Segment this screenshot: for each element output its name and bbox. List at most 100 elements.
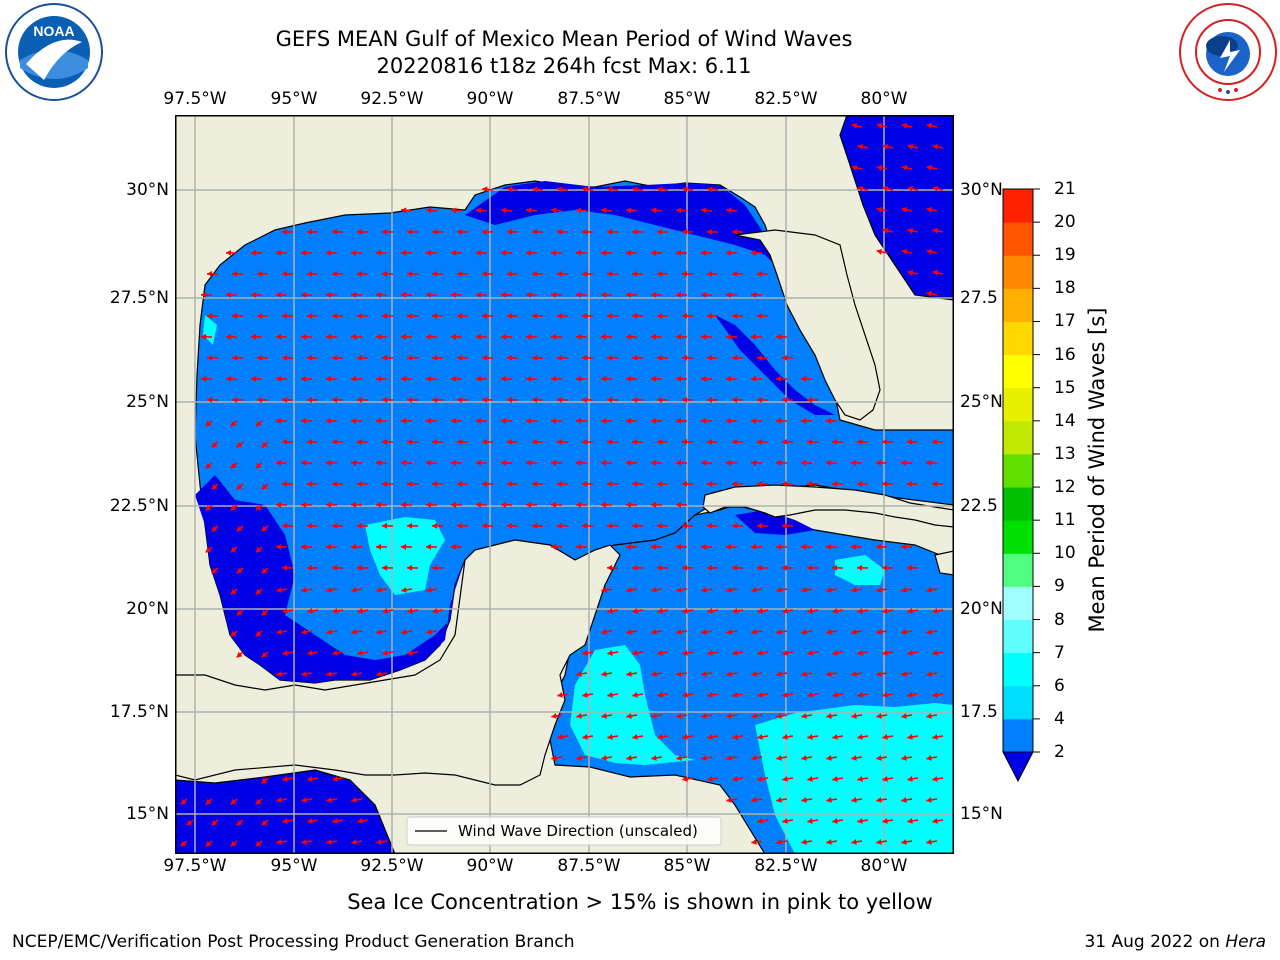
wind-arrow-head <box>776 586 782 593</box>
wind-arrow-head <box>932 649 938 656</box>
wind-arrow-head <box>901 838 907 845</box>
wind-arrow-head <box>476 417 482 424</box>
wind-arrow-head <box>632 564 638 571</box>
wind-arrow-head <box>657 228 663 235</box>
wind-arrow-head <box>576 712 582 719</box>
wind-arrow-head <box>307 396 313 403</box>
wind-arrow-head <box>751 670 757 677</box>
wind-arrow-head <box>782 607 788 614</box>
wind-arrow-head <box>751 543 757 550</box>
wind-arrow-head <box>676 586 682 593</box>
wind-arrow-head <box>582 733 588 740</box>
wind-arrow-head <box>255 462 262 469</box>
lon-label-bottom: 95°W <box>270 856 318 876</box>
wind-arrow-head <box>901 543 907 550</box>
wind-arrow-head <box>357 270 363 277</box>
wind-arrow-head <box>751 249 757 256</box>
wind-arrow-head <box>726 628 732 635</box>
colorbar-tick-label: 13 <box>1054 443 1076 464</box>
lat-label-left: 27.5°N <box>109 288 169 308</box>
wind-arrow-head <box>801 754 807 761</box>
wind-arrow-head <box>382 480 388 487</box>
wind-arrow-head <box>507 522 513 529</box>
wind-arrow-head <box>607 522 613 529</box>
wind-arrow-head <box>501 501 507 508</box>
wind-arrow-head <box>807 564 813 571</box>
lat-label-right: 15°N <box>960 804 1003 824</box>
wind-arrow-head <box>807 480 813 487</box>
wind-arrow-head <box>676 628 682 635</box>
wind-arrow-head <box>211 441 218 448</box>
wind-arrow-head <box>351 543 357 550</box>
wind-arrow-head <box>551 249 557 256</box>
wind-arrow-head <box>576 459 582 466</box>
wind-arrow-head <box>332 396 338 403</box>
wind-arrow-head <box>236 651 243 658</box>
colorbar-tick-label: 4 <box>1054 708 1065 729</box>
colorbar-segment <box>1003 586 1033 621</box>
wind-arrow-head <box>657 733 663 740</box>
lat-label-right: 30°N <box>960 180 1003 200</box>
wind-arrow-head <box>601 375 607 382</box>
wind-arrow-head <box>801 838 807 845</box>
wind-arrow-head <box>257 312 263 319</box>
wind-arrow-head <box>632 438 638 445</box>
wind-arrow-head <box>351 796 357 803</box>
wind-arrow-head <box>707 649 713 656</box>
wind-arrow-head <box>557 312 563 319</box>
wind-arrow-head <box>876 712 882 719</box>
wind-arrow-head <box>582 522 588 529</box>
wind-arrow-head <box>207 354 213 361</box>
wind-arrow-head <box>557 691 563 698</box>
wind-arrow-head <box>307 522 313 529</box>
wind-arrow-head <box>307 228 313 235</box>
map-frame <box>175 115 954 854</box>
wind-arrow-head <box>907 817 913 824</box>
wind-arrow-head <box>432 354 438 361</box>
wind-arrow-head <box>532 480 538 487</box>
colorbar-segment <box>1003 189 1033 223</box>
wind-arrow-head <box>726 754 732 761</box>
wind-arrow-head <box>230 588 237 595</box>
wind-arrow-head <box>282 480 288 487</box>
wind-arrows <box>180 122 944 848</box>
wind-arrow-head <box>707 270 713 277</box>
wind-arrow-head <box>807 817 813 824</box>
wind-arrow-head <box>907 733 913 740</box>
wind-arrow-head <box>326 459 332 466</box>
wind-arrow-head <box>432 480 438 487</box>
wind-arrow-head <box>882 649 888 656</box>
wind-arrow-head <box>832 438 838 445</box>
wind-arrow-head <box>226 375 232 382</box>
wind-arrow-head <box>551 207 557 214</box>
wind-arrow-head <box>676 543 682 550</box>
wind-arrow-head <box>401 249 407 256</box>
wind-arrow-head <box>907 438 913 445</box>
wind-arrow-head <box>301 501 307 508</box>
wind-arrow-head <box>282 817 288 824</box>
wind-arrow-head <box>801 670 807 677</box>
wind-arrow-head <box>882 817 888 824</box>
wind-arrow-head <box>332 607 338 614</box>
wind-arrow-head <box>726 586 732 593</box>
wind-arrow-head <box>576 207 582 214</box>
wind-arrow-head <box>782 817 788 824</box>
wind-arrow-head <box>651 712 657 719</box>
wind-arrow-head <box>251 249 257 256</box>
wind-arrow-head <box>907 227 914 234</box>
wind-arrow-head <box>301 586 307 593</box>
wind-arrow-head <box>682 396 688 403</box>
wind-arrow-head <box>751 586 757 593</box>
wind-arrow-head <box>205 504 212 511</box>
wind-arrow-head <box>551 417 557 424</box>
colorbar-tick-label: 9 <box>1054 576 1065 597</box>
wind-arrow-head <box>332 354 338 361</box>
wind-arrow-head <box>276 375 282 382</box>
wind-arrow-head <box>401 628 407 635</box>
wind-arrow-head <box>282 564 288 571</box>
wind-arrow-head <box>651 628 657 635</box>
colorbar <box>1002 188 1040 783</box>
wind-arrow-head <box>776 543 782 550</box>
wind-arrow-head <box>932 185 939 192</box>
wind-arrow-head <box>657 438 663 445</box>
